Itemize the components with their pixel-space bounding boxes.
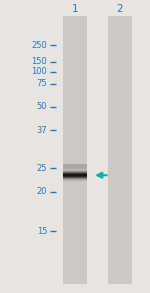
Text: 50: 50: [37, 103, 47, 111]
Text: 2: 2: [117, 4, 123, 14]
Text: 250: 250: [32, 41, 47, 50]
Text: 15: 15: [37, 227, 47, 236]
Bar: [108, 16, 132, 284]
Text: 100: 100: [32, 67, 47, 76]
Bar: [63, 16, 87, 284]
Text: 75: 75: [37, 79, 47, 88]
Text: 1: 1: [72, 4, 78, 14]
Text: 37: 37: [36, 126, 47, 135]
Text: 150: 150: [32, 57, 47, 66]
Text: 20: 20: [37, 188, 47, 196]
Text: 25: 25: [37, 164, 47, 173]
Bar: [63, 164, 87, 169]
